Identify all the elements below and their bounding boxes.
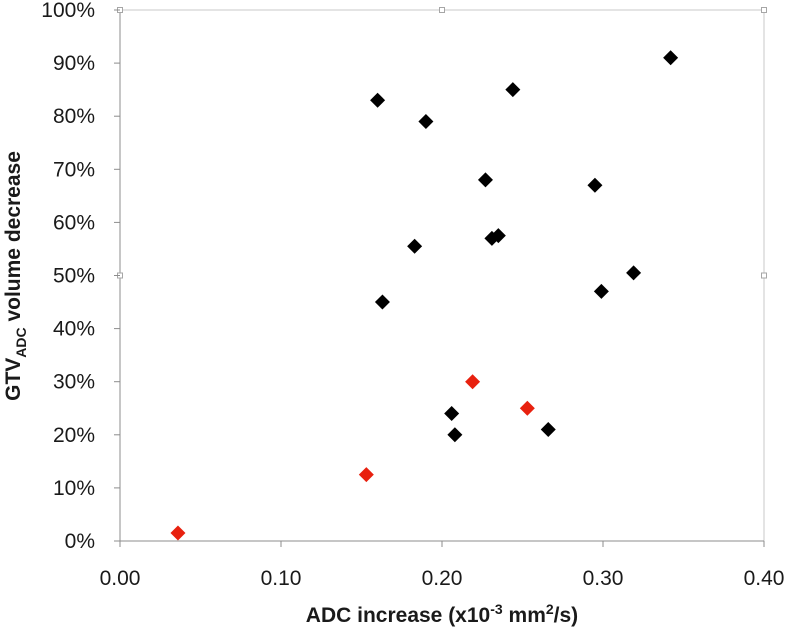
data-point-red [465,374,481,390]
data-point-black [593,283,609,299]
x-axis-title-sq: 2 [546,601,554,617]
y-tick-label: 30% [53,371,95,394]
x-axis-title-prefix: ADC increase (x10 [306,604,490,627]
y-tick-label: 60% [53,211,95,234]
data-points [170,50,679,541]
y-tick-label: 10% [53,477,95,500]
x-tick-label: 0.10 [261,567,302,590]
data-point-black [407,238,423,254]
y-tick-label: 70% [53,158,95,181]
x-tick-label: 0.30 [583,567,624,590]
data-point-black [418,114,434,130]
data-point-black [444,406,460,422]
data-point-red [170,525,186,541]
data-point-black [663,50,679,66]
frame-handle [761,7,767,13]
plot-border [119,9,765,542]
y-axis-title-prefix: GTV [2,358,25,401]
y-tick-label: 80% [53,105,95,128]
data-point-black [540,421,556,437]
y-axis-title-sub: ADC [13,327,29,357]
data-point-black [447,427,463,443]
y-tick-label: 90% [53,52,95,75]
x-tick-label: 0.20 [422,567,463,590]
plot-area [117,7,767,542]
y-tick-label: 50% [53,265,95,288]
frame-handle [439,7,445,13]
data-point-black [587,177,603,193]
x-axis-title-unit: mm [503,604,546,627]
y-tick-label: 0% [65,530,95,553]
y-axis: 0% 10% 20% 30% 40% 50% 60% 70% 80% 90% 100% [41,0,120,553]
data-point-black [505,82,521,98]
y-tick-label: 40% [53,318,95,341]
x-axis-title-suffix: /s) [554,604,579,627]
y-tick-label: 100% [41,0,95,22]
x-tick-label: 0.00 [100,567,141,590]
x-axis: 0.00 0.10 0.20 0.30 0.40 [100,541,785,590]
frame-handle [761,272,767,279]
data-point-red [519,400,535,416]
y-axis-title-suffix: volume decrease [2,151,25,327]
y-axis-title: GTVADC volume decrease [2,151,29,401]
data-point-black [370,92,386,108]
x-axis-title: ADC increase (x10-3 mm2/s) [306,601,578,627]
y-tick-label: 20% [53,424,95,447]
data-point-red [358,467,374,483]
data-point-black [477,172,493,188]
data-point-black [626,265,642,281]
data-point-black [374,294,390,310]
x-tick-label: 0.40 [744,567,785,590]
data-point-black [490,228,506,244]
x-axis-title-exp: -3 [490,601,503,617]
